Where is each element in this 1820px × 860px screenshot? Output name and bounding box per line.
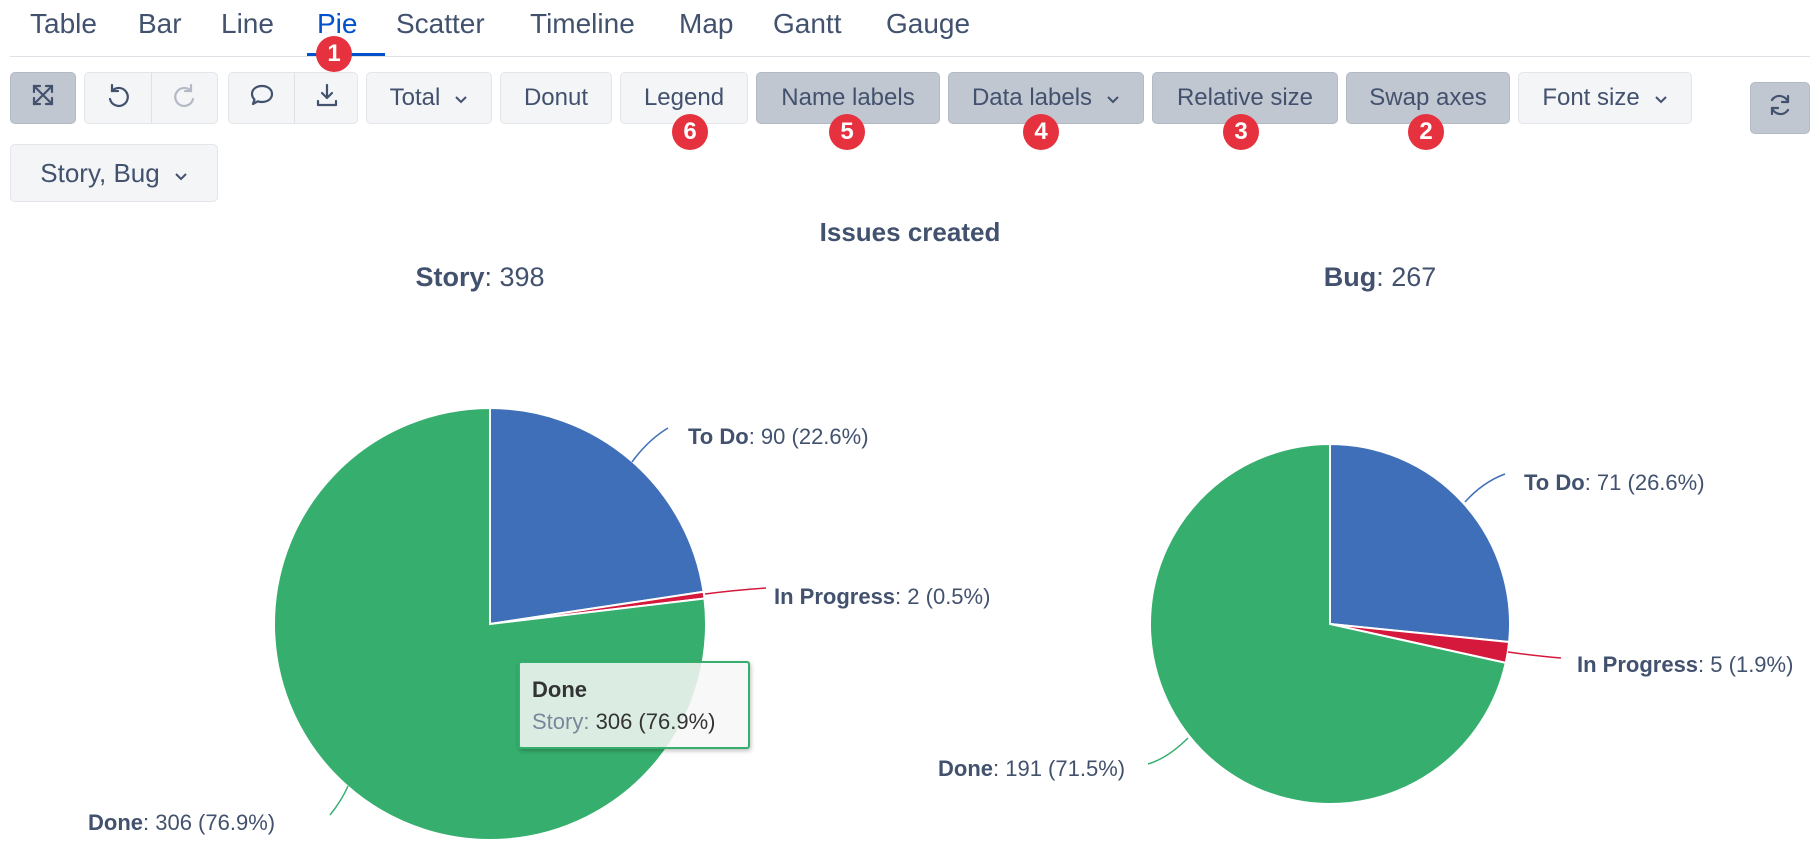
pie-series-name: Story [415,262,485,292]
chart-title: Issues created [819,217,1001,247]
undo-icon [104,81,132,116]
pie-slice-to-do[interactable] [489,406,705,626]
callout-badge-6: 6 [672,114,708,150]
slice-label-todo: To Do: 90 (22.6%) [688,424,869,449]
download-button[interactable] [295,73,359,123]
pie-title-story: Story: 398 [415,262,545,292]
data-labels-label: Data labels [971,84,1093,111]
comment-download-group [228,72,358,124]
chevron-down-icon [454,84,468,112]
tab-table[interactable]: Table [30,8,97,39]
expand-icon [29,81,57,116]
font-size-label: Font size [1542,84,1640,111]
download-icon [313,81,341,116]
series-select-label: Story, Bug [40,157,160,188]
comment-button[interactable] [229,73,294,123]
font-size-dropdown[interactable]: Font size [1518,72,1692,124]
slice-label-in-progress: In Progress: 5 (1.9%) [1577,652,1794,677]
tab-gauge[interactable]: Gauge [886,8,971,39]
tab-pie[interactable]: Pie [317,8,358,39]
pie-series-name: Bug [1323,262,1377,292]
swap-axes-button[interactable]: Swap axes [1346,72,1510,124]
series-select-dropdown[interactable]: Story, Bug [10,144,218,202]
tab-line[interactable]: Line [221,8,274,39]
slice-label-done: Done: 306 (76.9%) [88,810,276,835]
tooltip-value-line: Story: 306 (76.9%) [532,709,716,734]
chart-tooltip: Done Story: 306 (76.9%) [518,661,750,749]
slice-leader-line-to-do [1464,473,1506,503]
callout-badge-3: 3 [1223,114,1259,150]
redo-icon [171,81,199,116]
slice-label-in-progress: In Progress: 2 (0.5%) [774,584,991,609]
tab-scatter[interactable]: Scatter [396,8,485,39]
undo-redo-group [84,72,218,124]
callout-badge-2: 2 [1408,114,1444,150]
comment-icon [248,81,276,116]
pie-title-bug: Bug: 267 [1323,262,1437,292]
chevron-down-icon [1654,84,1668,112]
slice-leader-line-done [329,785,349,816]
pie-slice-to-do[interactable] [1329,442,1511,644]
tab-timeline[interactable]: Timeline [530,8,635,39]
data-labels-dropdown[interactable]: Data labels [948,72,1144,124]
tab-gantt[interactable]: Gantt [773,8,842,39]
refresh-button[interactable] [1750,82,1810,134]
chart-type-tabs: Table Bar Line Pie Scatter Timeline Map … [10,0,1810,57]
pie-total: 267 [1391,262,1437,292]
slice-leader-line-done [1147,737,1189,765]
undo-button[interactable] [85,73,151,123]
tab-map[interactable]: Map [679,8,734,39]
slice-leader-line-to-do [631,427,669,463]
slice-leader-line-in-progress [1507,651,1562,659]
donut-button[interactable]: Donut [500,72,612,124]
refresh-icon [1766,91,1794,126]
total-dropdown[interactable]: Total [366,72,492,124]
pie-total: 398 [499,262,545,292]
pie-slice-done[interactable] [1149,442,1507,805]
total-dropdown-label: Total [389,84,441,111]
redo-button[interactable] [152,73,218,123]
callout-badge-1: 1 [316,36,352,72]
tab-bar[interactable]: Bar [138,8,182,39]
callout-badge-5: 5 [829,114,865,150]
pie-story [273,406,767,841]
chevron-down-icon [1106,84,1120,112]
slice-label-done: Done: 191 (71.5%) [938,756,1126,781]
callout-badge-4: 4 [1023,114,1059,150]
tooltip-title: Done [532,677,587,702]
fullscreen-button[interactable] [10,72,76,124]
chevron-down-icon [174,158,188,189]
pie-bug [1147,442,1562,805]
slice-leader-line-in-progress [704,587,767,595]
slice-label-todo: To Do: 71 (26.6%) [1524,470,1705,495]
